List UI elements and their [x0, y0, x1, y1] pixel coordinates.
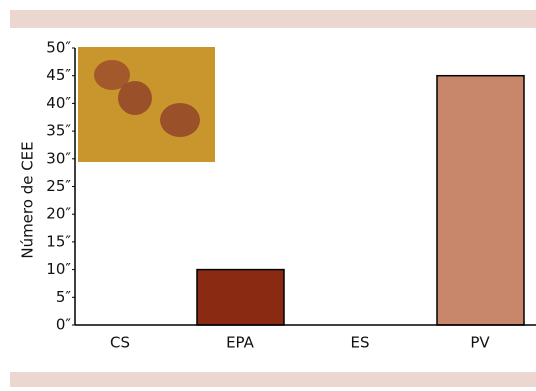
x-tick-label: ES — [351, 334, 370, 352]
bar — [437, 76, 524, 325]
page: {"chart_data": {"type": "bar", "y_label"… — [0, 0, 536, 387]
y-tick-label: 45″ — [46, 66, 71, 84]
chart: Número de CEE 0″ 5″ 10″ 15″ 20″ 25″ 30″ 35″ 40″ 4… — [0, 0, 536, 387]
x-tick-label: EPA — [226, 334, 255, 352]
y-tick-label: 35″ — [46, 122, 71, 140]
y-tick-label: 40″ — [46, 94, 71, 112]
y-tick-label: 50″ — [46, 39, 71, 57]
y-tick-label: 0″ — [56, 316, 72, 334]
x-tick-label: PV — [470, 334, 490, 352]
y-tick-label: 30″ — [46, 149, 71, 167]
top-band — [10, 10, 536, 28]
y-tick-label: 15″ — [46, 232, 71, 250]
x-tick-label: CS — [110, 334, 130, 352]
y-tick-label: 20″ — [46, 205, 71, 223]
y-axis-label: Número de CEE — [19, 141, 37, 258]
y-tick-label: 5″ — [56, 288, 72, 306]
inset-photo — [78, 47, 215, 162]
y-tick-label: 25″ — [46, 177, 71, 195]
y-tick-label: 10″ — [46, 260, 71, 278]
bottom-band — [10, 372, 536, 387]
bar — [197, 270, 284, 325]
